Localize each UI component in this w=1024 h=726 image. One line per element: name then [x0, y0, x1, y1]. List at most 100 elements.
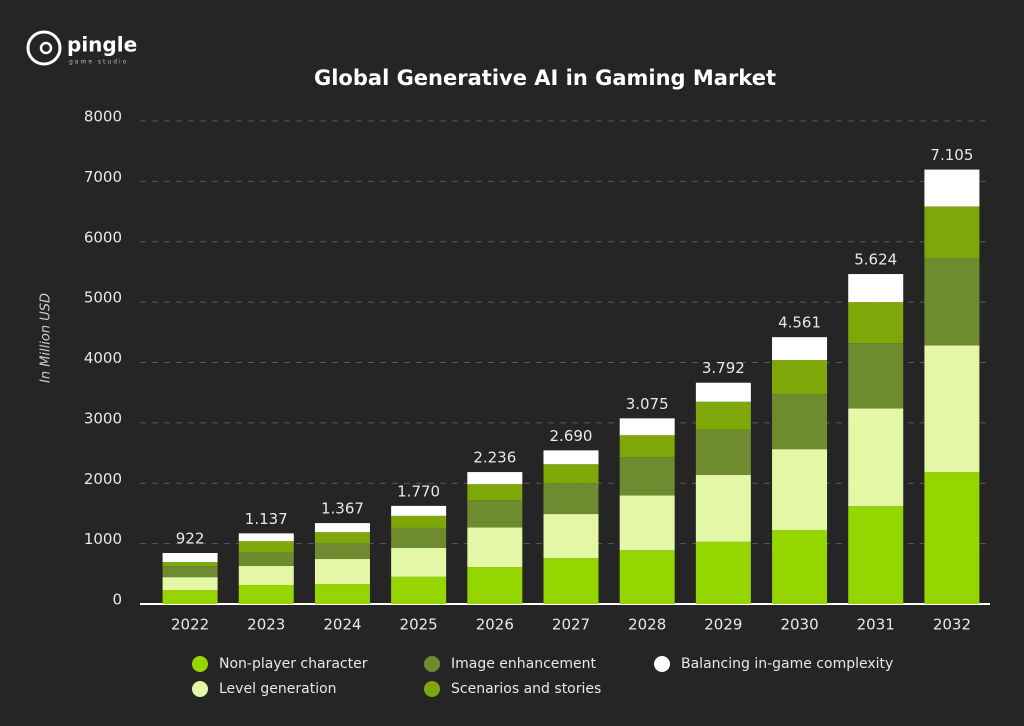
bar-segment	[543, 558, 599, 604]
bar-segment	[695, 401, 751, 430]
bar-segment	[543, 464, 599, 484]
logo: pingle game studio	[26, 30, 137, 66]
y-axis-label: In Million USD	[39, 293, 54, 383]
bar-segment	[924, 258, 980, 346]
bar-segment	[924, 206, 980, 259]
bar-segment	[772, 360, 828, 395]
x-tick-label: 2031	[857, 616, 895, 634]
x-tick-label: 2027	[552, 616, 590, 634]
bar-segment	[314, 532, 370, 544]
legend-swatch	[424, 681, 440, 697]
y-tick-label: 6000	[84, 228, 122, 246]
x-tick-label: 2023	[247, 616, 285, 634]
bar-segment	[391, 527, 447, 548]
bar-segment	[162, 566, 218, 578]
bar-segment	[695, 429, 751, 475]
bar-segment	[467, 500, 523, 528]
bar-segment	[924, 345, 980, 473]
bar-segment	[924, 472, 980, 604]
bar-segment	[848, 506, 904, 604]
total-label: 1.770	[397, 482, 440, 500]
bar-segment	[314, 523, 370, 533]
x-tick-label: 2028	[628, 616, 666, 634]
bar-segment	[391, 515, 447, 528]
legend-swatch	[654, 656, 670, 672]
legend-swatch	[192, 656, 208, 672]
bar-segment	[695, 382, 751, 402]
bar-segment	[619, 550, 675, 604]
y-tick-label: 5000	[84, 289, 122, 307]
logo-name: pingle	[67, 33, 137, 57]
bar-segment	[848, 408, 904, 507]
legend-swatch	[192, 681, 208, 697]
bar-segment	[619, 495, 675, 551]
x-tick-label: 2032	[933, 616, 971, 634]
bar-segment	[695, 541, 751, 604]
bar-segment	[238, 584, 294, 604]
legend-label: Image enhancement	[451, 656, 597, 672]
total-label: 1.137	[245, 510, 288, 528]
bar-segment	[543, 483, 599, 515]
bar-segment	[772, 394, 828, 450]
bar-segment	[467, 527, 523, 568]
y-tick-label: 0	[112, 591, 122, 609]
bar-segment	[238, 541, 294, 553]
logo-icon	[26, 30, 62, 66]
bar-segment	[695, 474, 751, 542]
bar-segment	[619, 418, 675, 436]
total-label: 2.236	[473, 449, 516, 467]
bar-segment	[314, 559, 370, 585]
bar-segment	[238, 533, 294, 542]
total-label: 5.624	[854, 251, 897, 269]
bar-segment	[924, 169, 980, 207]
bar-segment	[619, 457, 675, 496]
legend-label: Non-player character	[219, 656, 368, 672]
total-label: 2.690	[550, 427, 593, 445]
y-tick-label: 2000	[84, 470, 122, 488]
y-tick-label: 7000	[84, 168, 122, 186]
bar-segment	[543, 514, 599, 559]
y-tick-label: 8000	[84, 108, 122, 126]
x-tick-label: 2030	[780, 616, 818, 634]
bar-segment	[543, 450, 599, 465]
legend-label: Scenarios and stories	[451, 681, 601, 697]
bar-segment	[238, 552, 294, 566]
bar-segment	[772, 337, 828, 361]
y-tick-label: 4000	[84, 349, 122, 367]
total-label: 4.561	[778, 314, 821, 332]
bar-segment	[848, 274, 904, 303]
bar-segment	[162, 552, 218, 563]
bar-segment	[391, 576, 447, 604]
legend-label: Balancing in-game complexity	[681, 656, 893, 672]
bar-segment	[162, 562, 218, 567]
y-tick-label: 1000	[84, 530, 122, 548]
logo-tagline: game studio	[69, 59, 128, 66]
legend-label: Level generation	[219, 681, 337, 697]
x-tick-label: 2025	[400, 616, 438, 634]
bar-segment	[162, 590, 218, 604]
logo-icon-inner	[39, 41, 53, 55]
total-label: 922	[176, 529, 205, 547]
bar-segment	[238, 565, 294, 585]
bar-segment	[162, 577, 218, 591]
total-label: 1.367	[321, 500, 364, 518]
bar-segment	[314, 584, 370, 604]
bar-segment	[467, 484, 523, 501]
total-label: 3.792	[702, 359, 745, 377]
bar-segment	[467, 567, 523, 604]
bar-segment	[848, 302, 904, 344]
x-tick-label: 2022	[171, 616, 209, 634]
bar-segment	[848, 343, 904, 409]
bar-segment	[467, 472, 523, 485]
total-label: 3.075	[626, 395, 669, 413]
x-tick-label: 2026	[476, 616, 514, 634]
x-tick-label: 2024	[323, 616, 361, 634]
total-label: 7.105	[930, 146, 973, 164]
bar-segment	[314, 543, 370, 560]
bar-segment	[619, 435, 675, 458]
bar-segment	[772, 449, 828, 531]
legend-swatch	[424, 656, 440, 672]
y-tick-label: 3000	[84, 409, 122, 427]
bar-segment	[391, 505, 447, 516]
